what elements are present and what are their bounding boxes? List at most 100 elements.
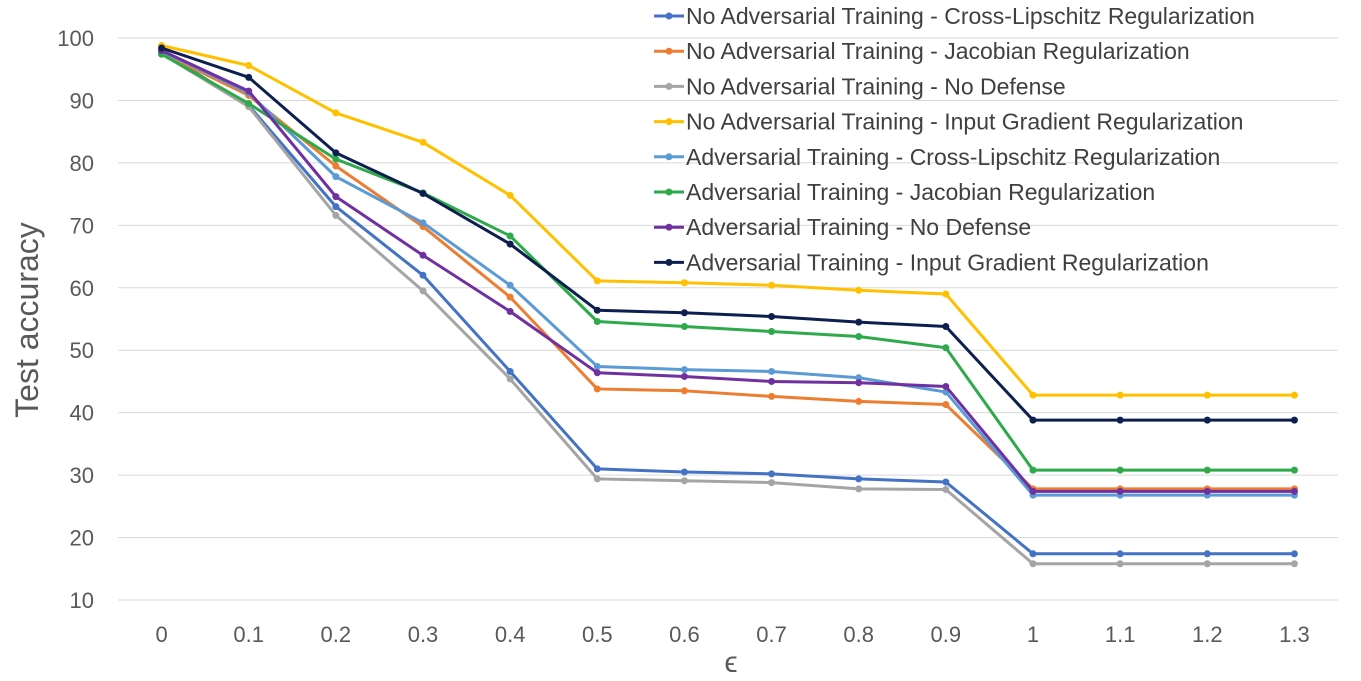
x-tick-label: 0.1 (233, 622, 264, 647)
x-tick-label: 0.6 (669, 622, 700, 647)
gridlines (118, 37, 1338, 601)
data-point (942, 478, 950, 486)
data-point (855, 318, 863, 326)
data-point (1116, 391, 1124, 399)
legend-item: Adversarial Training - Input Gradient Re… (654, 249, 1209, 275)
legend-item: No Adversarial Training - Input Gradient… (654, 109, 1243, 135)
legend-item: No Adversarial Training - No Defense (654, 73, 1066, 99)
legend-marker (665, 153, 673, 161)
data-point (506, 375, 514, 383)
y-tick-label: 60 (70, 276, 94, 301)
data-point (680, 387, 688, 395)
x-tick-label: 1 (1027, 622, 1039, 647)
legend-item: Adversarial Training - No Defense (654, 214, 1031, 240)
data-point (1203, 487, 1211, 495)
data-point (506, 281, 514, 289)
data-point (680, 468, 688, 476)
data-point (855, 379, 863, 387)
data-point (506, 232, 514, 240)
data-point (506, 308, 514, 316)
legend-marker (665, 258, 673, 266)
legend-marker (665, 47, 673, 55)
data-point (332, 211, 340, 219)
data-point (1029, 560, 1037, 568)
legend: No Adversarial Training - Cross-Lipschit… (654, 3, 1255, 275)
data-point (942, 401, 950, 409)
data-point (1116, 416, 1124, 424)
data-point (506, 240, 514, 248)
data-point (1290, 487, 1298, 495)
data-point (768, 327, 776, 335)
data-point (245, 61, 253, 69)
data-point (1116, 466, 1124, 474)
y-tick-label: 100 (57, 26, 94, 51)
x-tick-label: 0.5 (582, 622, 613, 647)
data-point (680, 322, 688, 330)
data-point (419, 138, 427, 146)
data-point (158, 44, 166, 52)
data-point (419, 219, 427, 227)
legend-item: No Adversarial Training - Jacobian Regul… (654, 38, 1190, 64)
x-tick-label: 0.2 (321, 622, 352, 647)
data-point (1290, 560, 1298, 568)
x-axis-ticks: 0 0.1 0.2 0.3 0.4 0.5 0.6 0.7 0.8 0.9 1 1.1 1.2 1.3 (155, 622, 1309, 647)
data-point (1290, 416, 1298, 424)
legend-marker (665, 12, 673, 20)
series-line (160, 49, 1295, 493)
data-point (593, 385, 601, 393)
data-point (855, 374, 863, 382)
series-7 (158, 46, 1298, 495)
series-lines (158, 41, 1298, 568)
series-8 (158, 44, 1298, 424)
data-point (768, 479, 776, 487)
data-point (1116, 560, 1124, 568)
x-tick-label: 1.2 (1192, 622, 1223, 647)
y-axis-ticks: 10 20 30 40 50 60 70 80 90 100 (57, 26, 94, 613)
y-tick-label: 20 (70, 526, 94, 551)
data-point (419, 271, 427, 279)
legend-marker (665, 188, 673, 196)
legend-marker (665, 223, 673, 231)
x-tick-label: 0.9 (931, 622, 962, 647)
data-point (332, 109, 340, 117)
data-point (506, 367, 514, 375)
series-line (160, 49, 1295, 497)
data-point (680, 279, 688, 287)
y-axis-title: Test accuracy (9, 222, 45, 418)
x-tick-label: 0.4 (495, 622, 526, 647)
series-line (160, 50, 1295, 556)
data-point (768, 392, 776, 400)
legend-label: Adversarial Training - Input Gradient Re… (686, 249, 1209, 275)
x-tick-label: 0.7 (756, 622, 787, 647)
data-point (942, 485, 950, 493)
data-point (1203, 560, 1211, 568)
data-point (419, 287, 427, 295)
data-point (1203, 416, 1211, 424)
data-point (1029, 416, 1037, 424)
data-point (1029, 466, 1037, 474)
series-line (160, 52, 1295, 472)
x-tick-label: 1.1 (1105, 622, 1136, 647)
data-point (1290, 391, 1298, 399)
data-point (1203, 391, 1211, 399)
data-point (1029, 391, 1037, 399)
data-point (593, 317, 601, 325)
data-point (506, 191, 514, 199)
data-point (768, 377, 776, 385)
data-point (332, 162, 340, 170)
y-tick-label: 10 (70, 588, 94, 613)
x-axis-title: ϵ (724, 646, 737, 679)
data-point (593, 362, 601, 370)
data-point (419, 251, 427, 259)
data-point (245, 100, 253, 108)
series-line (161, 44, 1295, 397)
legend-label: Adversarial Training - Cross-Lipschitz R… (686, 144, 1220, 170)
data-point (593, 475, 601, 483)
x-tick-label: 0 (155, 622, 167, 647)
data-point (942, 322, 950, 330)
data-point (332, 203, 340, 211)
legend-label: No Adversarial Training - Cross-Lipschit… (686, 3, 1255, 29)
data-point (768, 281, 776, 289)
data-point (332, 155, 340, 163)
